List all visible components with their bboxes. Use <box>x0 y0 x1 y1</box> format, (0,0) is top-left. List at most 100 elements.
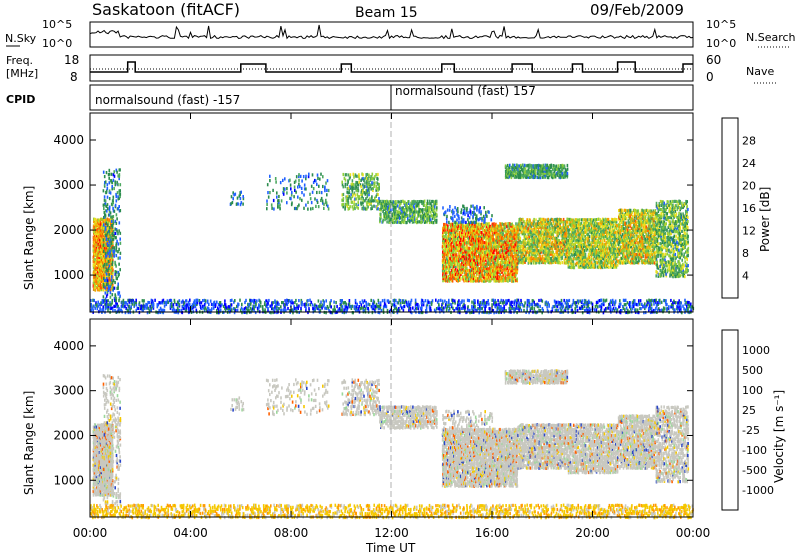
data-cell <box>435 218 438 222</box>
data-cell <box>378 207 381 212</box>
data-cell <box>105 246 108 250</box>
data-cell <box>185 299 188 303</box>
data-cell <box>267 195 270 199</box>
data-cell <box>98 231 101 235</box>
data-cell <box>475 255 478 259</box>
data-cell <box>98 218 101 222</box>
data-cell <box>107 255 110 259</box>
data-cell <box>596 305 599 309</box>
data-cell <box>297 306 299 310</box>
data-cell <box>141 304 144 308</box>
data-cell <box>108 176 110 180</box>
data-cell <box>177 300 180 304</box>
data-cell <box>249 298 251 302</box>
data-cell <box>609 305 612 309</box>
data-cell <box>105 233 108 237</box>
data-cell <box>107 299 109 303</box>
data-cell <box>429 301 431 305</box>
data-cell <box>303 183 306 187</box>
data-cell <box>101 254 104 258</box>
data-cell <box>100 255 103 259</box>
data-cell <box>505 222 507 226</box>
data-cell <box>273 207 275 211</box>
data-cell <box>105 248 108 252</box>
data-cell <box>216 311 218 315</box>
data-cell <box>95 260 98 264</box>
data-cell <box>95 234 98 238</box>
data-cell <box>97 242 100 246</box>
data-cell <box>317 205 320 209</box>
data-cell <box>106 299 108 303</box>
data-cell <box>119 195 121 199</box>
data-cell <box>95 232 98 236</box>
data-cell <box>455 253 458 257</box>
data-cell <box>185 303 188 307</box>
data-cell <box>140 307 143 311</box>
data-cell <box>117 207 119 211</box>
data-cell <box>107 308 109 312</box>
data-cell <box>113 174 116 178</box>
data-cell <box>107 237 110 242</box>
data-cell <box>92 260 95 264</box>
data-cell <box>429 214 431 218</box>
data-cell <box>93 233 96 238</box>
data-cell <box>305 302 308 307</box>
data-cell <box>152 305 155 309</box>
data-cell <box>509 278 511 282</box>
data-cell <box>675 301 677 305</box>
data-cell <box>150 300 153 305</box>
data-cell <box>281 308 283 312</box>
data-cell <box>107 303 109 307</box>
data-cell <box>93 249 96 253</box>
data-cell <box>108 218 111 222</box>
data-cell <box>211 307 213 311</box>
data-cell <box>286 303 289 307</box>
data-cell <box>177 308 180 312</box>
data-cell <box>100 259 103 263</box>
data-cell <box>110 248 113 252</box>
data-cell <box>690 302 692 306</box>
data-cell <box>299 174 302 178</box>
data-cell <box>95 268 98 272</box>
data-cell <box>325 299 327 303</box>
data-cell <box>497 306 499 310</box>
data-cell <box>111 270 114 274</box>
data-cell <box>100 286 103 290</box>
data-cell <box>299 197 301 201</box>
data-cell <box>231 298 233 302</box>
data-cell <box>100 257 103 261</box>
data-cell <box>415 210 418 214</box>
data-cell <box>320 300 322 304</box>
data-cell <box>107 257 110 261</box>
data-cell <box>118 306 120 311</box>
data-cell <box>221 303 223 307</box>
data-cell <box>321 199 324 203</box>
data-cell <box>237 304 239 308</box>
data-cell <box>276 300 278 304</box>
data-cell <box>110 240 112 244</box>
data-cell <box>329 304 331 308</box>
data-cell <box>253 300 256 305</box>
data-cell <box>111 229 114 233</box>
data-cell <box>438 303 440 307</box>
data-cell <box>322 184 324 189</box>
data-cell <box>429 306 432 310</box>
data-cell <box>100 236 103 240</box>
data-cell <box>302 175 305 179</box>
data-cell <box>267 301 269 305</box>
data-cell <box>173 298 176 302</box>
data-cell <box>118 196 120 200</box>
data-cell <box>90 303 92 307</box>
data-cell <box>639 302 641 306</box>
data-cell <box>95 252 98 256</box>
data-cell <box>115 248 117 252</box>
data-cell <box>111 293 114 297</box>
data-cell <box>113 246 116 250</box>
data-cell <box>112 268 114 272</box>
data-cell <box>110 172 113 176</box>
data-cell <box>200 301 203 305</box>
data-cell <box>110 264 113 268</box>
data-cell <box>118 262 120 266</box>
data-cell <box>206 299 209 303</box>
